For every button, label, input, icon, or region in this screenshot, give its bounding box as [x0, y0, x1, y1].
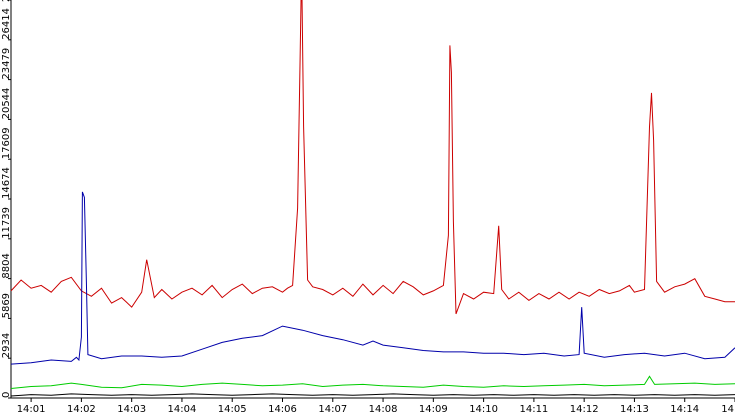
- x-tick-label: 14:12: [570, 404, 599, 415]
- x-tick-label: 14:02: [67, 404, 96, 415]
- series-line-1: [10, 0, 735, 315]
- y-tick-label: 8804: [1, 253, 12, 278]
- y-tick-label: 14674: [1, 167, 12, 199]
- series-line-3: [10, 375, 735, 389]
- x-tick-label: 14:11: [519, 404, 548, 415]
- x-tick-label: 14: [721, 404, 734, 415]
- y-tick-label: 23479: [1, 48, 12, 80]
- y-tick-label: 5869: [1, 293, 12, 318]
- series-layer: [10, 0, 735, 397]
- x-tick-label: 14:14: [670, 404, 699, 415]
- y-tick-label: 0: [1, 392, 12, 398]
- x-tick-layer: 14:01 14:02 14:03 14:04 14:05 14:06 14:07 14:08…: [17, 398, 735, 415]
- x-tick-label: 14:07: [318, 404, 347, 415]
- y-tick-label: 20544: [1, 88, 12, 120]
- x-tick-label: 14:09: [419, 404, 448, 415]
- y-tick-layer: 0 2934 5869 8804 11739 14674 17609 20544 23479 26…: [1, 0, 12, 399]
- x-tick-label: 14:13: [620, 404, 649, 415]
- series-line-4: [10, 393, 735, 397]
- y-tick-label: 17609: [1, 127, 12, 159]
- y-tick-label: 11739: [1, 207, 12, 239]
- x-tick-label: 14:04: [168, 404, 197, 415]
- x-tick-label: 14:08: [369, 404, 398, 415]
- x-tick-label: 14:10: [469, 404, 498, 415]
- x-tick-label: 14:01: [17, 404, 46, 415]
- y-tick-label: 29349: [1, 0, 12, 2]
- x-tick-label: 14:06: [268, 404, 297, 415]
- x-tick-label: 14:05: [218, 404, 247, 415]
- y-tick-label: 2934: [1, 333, 12, 358]
- series-line-2: [10, 191, 735, 365]
- x-tick-label: 14:03: [117, 404, 146, 415]
- y-tick-label: 26414: [1, 8, 12, 40]
